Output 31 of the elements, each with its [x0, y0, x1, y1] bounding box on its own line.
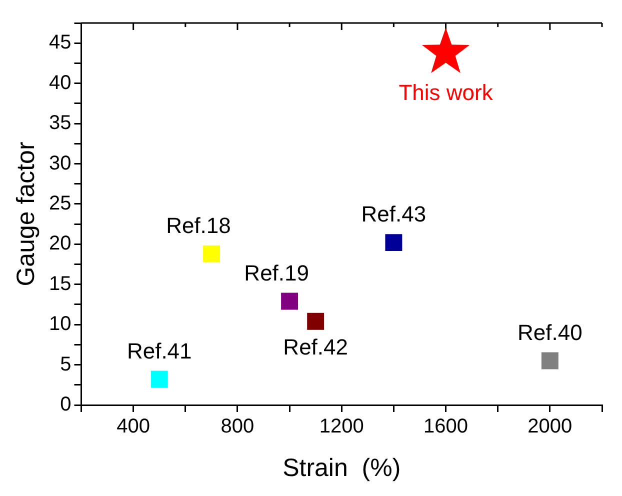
- point: [307, 312, 324, 330]
- x-tick-label: 800: [220, 416, 254, 438]
- y-tick-label: 20: [48, 232, 72, 255]
- y-tick-label: 35: [48, 112, 72, 134]
- x-tick-label: 1600: [424, 416, 468, 438]
- y-tick-label: 10: [48, 313, 72, 336]
- point: [541, 352, 558, 370]
- series-label: Ref.18: [166, 212, 231, 238]
- y-tick-label: 30: [48, 152, 72, 174]
- point: [281, 292, 298, 310]
- y-tick-label: 40: [48, 72, 72, 94]
- point: [385, 234, 402, 252]
- point: [150, 370, 168, 388]
- y-tick-label: 0: [60, 394, 72, 416]
- point: [422, 28, 470, 73]
- y-tick-label: 45: [48, 32, 72, 54]
- y-tick-label: 15: [48, 272, 72, 295]
- series-label: Ref.43: [361, 202, 426, 227]
- x-axis-title: Strain (%): [282, 454, 401, 482]
- series-label: Ref.19: [244, 260, 309, 286]
- y-tick-label: 25: [48, 192, 72, 214]
- x-tick-label: 1200: [319, 416, 364, 438]
- point: [202, 245, 220, 262]
- series-label: Ref.41: [126, 338, 192, 364]
- y-axis-title: Gauge factor: [12, 142, 40, 286]
- series-label: This work: [398, 80, 494, 105]
- series-label: Ref.42: [283, 334, 348, 360]
- x-tick-label: 400: [116, 416, 150, 438]
- series-label: Ref.40: [518, 320, 582, 345]
- y-tick-label: 5: [60, 353, 72, 376]
- x-tick-label: 2000: [528, 416, 572, 438]
